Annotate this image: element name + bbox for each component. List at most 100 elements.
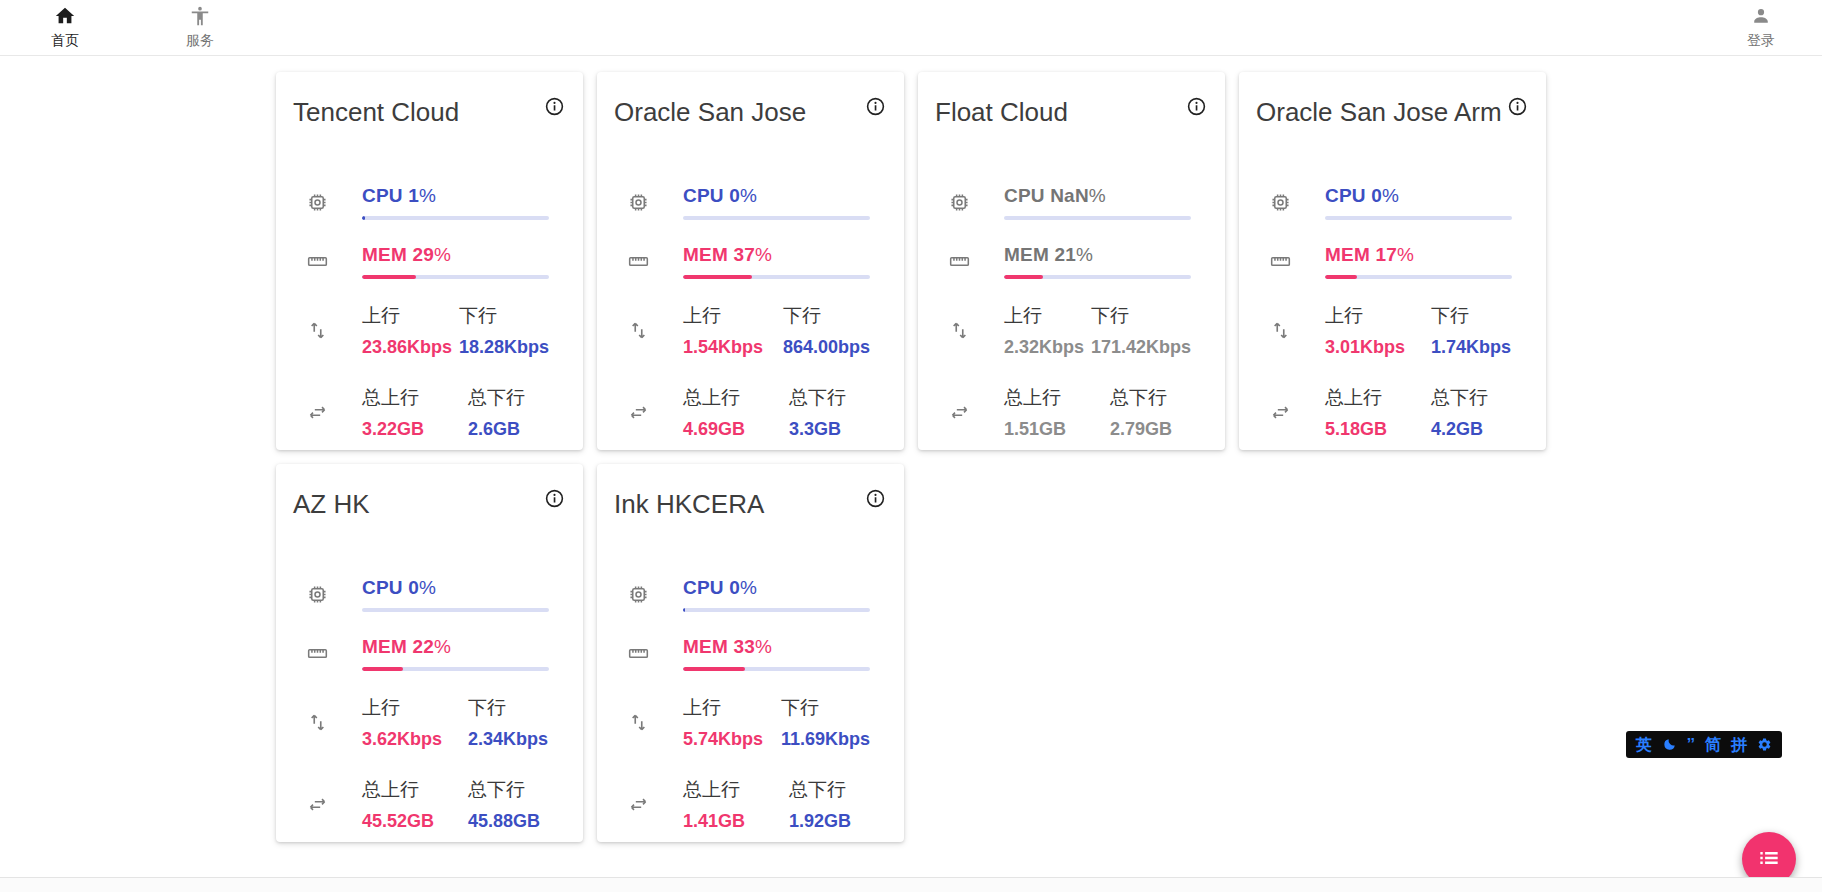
total-download-label: 总下行 <box>468 777 549 803</box>
total-download-label: 总下行 <box>1110 385 1191 411</box>
ruler-icon <box>306 250 329 273</box>
swap-horizontal-icon <box>627 401 650 424</box>
info-icon <box>544 105 565 120</box>
speed-row: 上行 23.86Kbps 下行 18.28Kbps <box>306 303 549 358</box>
swap-horizontal-icon <box>948 401 971 424</box>
info-button[interactable] <box>544 488 565 509</box>
accessibility-icon <box>189 5 211 30</box>
total-upload-label: 总上行 <box>362 777 468 803</box>
info-icon <box>1507 105 1528 120</box>
cpu-progress-fill <box>683 608 685 612</box>
card-stats: CPU 0% MEM 33% <box>597 577 904 832</box>
ime-language-key[interactable]: 英 <box>1636 737 1652 753</box>
mem-label: MEM 17% <box>1325 244 1512 266</box>
download-speed-block: 下行 11.69Kbps <box>781 695 870 750</box>
mem-progress-fill <box>362 667 403 671</box>
nav-home-label: 首页 <box>51 32 79 50</box>
info-icon <box>544 497 565 512</box>
cpu-label: CPU 0% <box>683 577 870 599</box>
server-name: Tencent Cloud <box>293 96 459 129</box>
upload-label: 上行 <box>362 303 459 329</box>
top-navbar: 首页 服务 登录 <box>0 0 1822 56</box>
total-row: 总上行 4.69GB 总下行 3.3GB <box>627 385 870 440</box>
download-label: 下行 <box>1431 303 1512 329</box>
total-upload-value: 5.18GB <box>1325 419 1431 440</box>
total-download-value: 1.92GB <box>789 811 870 832</box>
mem-label: MEM 33% <box>683 636 870 658</box>
cpu-chip-icon <box>627 191 650 214</box>
cpu-label: CPU NaN% <box>1004 185 1191 207</box>
cpu-progress-bar <box>362 608 549 612</box>
total-upload-value: 4.69GB <box>683 419 789 440</box>
upload-label: 上行 <box>1325 303 1431 329</box>
total-download-label: 总下行 <box>789 777 870 803</box>
ime-simplified-key[interactable]: 简 <box>1705 737 1721 753</box>
card-stats: CPU 0% MEM 22% <box>276 577 583 832</box>
download-speed-value: 18.28Kbps <box>459 337 549 358</box>
nav-item-login[interactable]: 登录 <box>1730 5 1792 50</box>
nav-item-home[interactable]: 首页 <box>34 5 96 50</box>
ime-punctuation-key[interactable]: ’’ <box>1687 737 1695 753</box>
mem-progress-bar <box>683 275 870 279</box>
server-name: Float Cloud <box>935 96 1068 129</box>
cpu-row: CPU 0% <box>1269 185 1512 220</box>
cpu-label: CPU 0% <box>683 185 870 207</box>
info-button[interactable] <box>544 96 565 117</box>
upload-speed-block: 上行 1.54Kbps <box>683 303 783 358</box>
nav-login-label: 登录 <box>1747 32 1775 50</box>
footer-divider <box>0 877 1822 892</box>
cpu-label: CPU 0% <box>362 577 549 599</box>
total-upload-label: 总上行 <box>1325 385 1431 411</box>
download-label: 下行 <box>468 695 549 721</box>
gear-icon[interactable] <box>1757 737 1772 752</box>
download-label: 下行 <box>1091 303 1191 329</box>
upload-speed-block: 上行 23.86Kbps <box>362 303 459 358</box>
cpu-progress-bar <box>362 216 549 220</box>
total-download-block: 总下行 4.2GB <box>1431 385 1512 440</box>
server-card-3: Oracle San Jose Arm CPU 0% <box>1239 72 1546 450</box>
mem-label: MEM 21% <box>1004 244 1191 266</box>
cpu-progress-bar <box>1325 216 1512 220</box>
card-header: Ink HKCERA <box>597 464 904 521</box>
total-download-value: 2.79GB <box>1110 419 1191 440</box>
nav-item-services[interactable]: 服务 <box>169 5 231 50</box>
swap-horizontal-icon <box>627 793 650 816</box>
cpu-progress-bar <box>1004 216 1191 220</box>
mem-label: MEM 29% <box>362 244 549 266</box>
info-button[interactable] <box>865 96 886 117</box>
swap-vertical-icon <box>948 319 971 342</box>
speed-row: 上行 5.74Kbps 下行 11.69Kbps <box>627 695 870 750</box>
info-button[interactable] <box>1186 96 1207 117</box>
cpu-row: CPU 0% <box>627 185 870 220</box>
ruler-icon <box>306 642 329 665</box>
download-speed-block: 下行 1.74Kbps <box>1431 303 1512 358</box>
moon-icon[interactable] <box>1662 737 1677 752</box>
cpu-row: CPU 0% <box>306 577 549 612</box>
info-button[interactable] <box>1507 96 1528 117</box>
total-download-value: 45.88GB <box>468 811 549 832</box>
mem-progress-bar <box>1325 275 1512 279</box>
home-icon <box>54 5 76 30</box>
mem-label: MEM 22% <box>362 636 549 658</box>
upload-speed-value: 3.01Kbps <box>1325 337 1431 358</box>
total-download-value: 2.6GB <box>468 419 549 440</box>
cpu-chip-icon <box>948 191 971 214</box>
info-icon <box>1186 105 1207 120</box>
list-icon <box>1756 845 1782 874</box>
cpu-chip-icon <box>306 583 329 606</box>
mem-progress-fill <box>1004 275 1043 279</box>
server-cards-grid: Tencent Cloud CPU 1% <box>276 72 1546 842</box>
mem-row: MEM 29% <box>306 244 549 279</box>
info-button[interactable] <box>865 488 886 509</box>
ruler-icon <box>948 250 971 273</box>
total-upload-block: 总上行 1.51GB <box>1004 385 1110 440</box>
server-card-4: AZ HK CPU 0% <box>276 464 583 842</box>
upload-speed-value: 3.62Kbps <box>362 729 468 750</box>
speed-row: 上行 2.32Kbps 下行 171.42Kbps <box>948 303 1191 358</box>
ime-pinyin-key[interactable]: 拼 <box>1731 737 1747 753</box>
total-upload-block: 总上行 1.41GB <box>683 777 789 832</box>
mem-progress-bar <box>683 667 870 671</box>
total-row: 总上行 5.18GB 总下行 4.2GB <box>1269 385 1512 440</box>
mem-row: MEM 21% <box>948 244 1191 279</box>
total-row: 总上行 45.52GB 总下行 45.88GB <box>306 777 549 832</box>
